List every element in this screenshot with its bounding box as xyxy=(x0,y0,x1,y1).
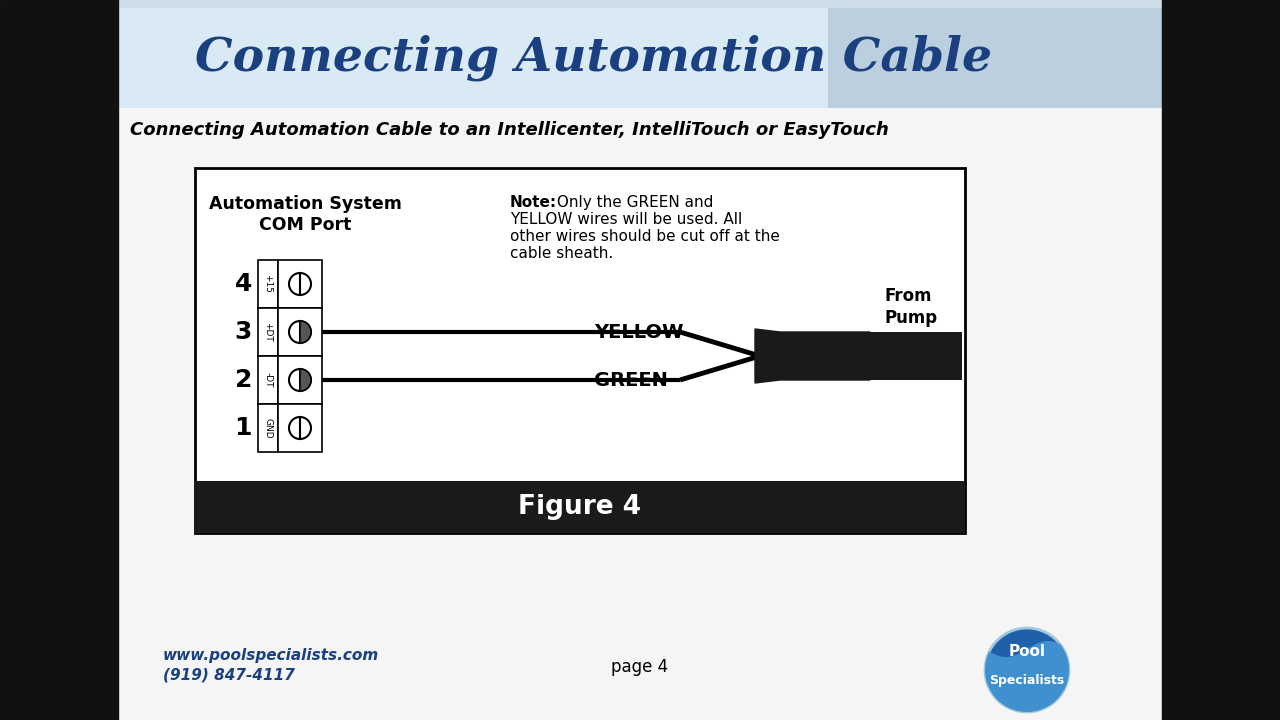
Text: 3: 3 xyxy=(234,320,252,344)
Bar xyxy=(0,0,118,720)
Text: other wires should be cut off at the: other wires should be cut off at the xyxy=(509,229,780,244)
Text: YELLOW: YELLOW xyxy=(594,323,684,341)
Bar xyxy=(118,0,828,108)
Bar xyxy=(278,404,323,452)
Text: -DT: -DT xyxy=(264,372,273,388)
Bar xyxy=(278,308,323,356)
Text: GND: GND xyxy=(264,418,273,438)
Wedge shape xyxy=(300,369,311,391)
Text: 2: 2 xyxy=(234,368,252,392)
Text: Pool: Pool xyxy=(1009,644,1046,659)
Text: Note:: Note: xyxy=(509,195,557,210)
Text: www.poolspecialists.com: www.poolspecialists.com xyxy=(163,648,379,663)
Bar xyxy=(118,108,1162,720)
Text: Only the GREEN and: Only the GREEN and xyxy=(552,195,713,210)
Bar xyxy=(278,356,323,404)
Text: Connecting Automation Cable to an Intellicenter, IntelliTouch or EasyTouch: Connecting Automation Cable to an Intell… xyxy=(131,121,888,139)
Bar xyxy=(118,0,1162,8)
Text: Automation System
COM Port: Automation System COM Port xyxy=(209,195,402,234)
Wedge shape xyxy=(300,321,311,343)
Bar xyxy=(195,168,965,533)
Polygon shape xyxy=(986,641,1069,712)
Text: YELLOW wires will be used. All: YELLOW wires will be used. All xyxy=(509,212,742,227)
Circle shape xyxy=(289,369,311,391)
Text: 4: 4 xyxy=(234,272,252,296)
Circle shape xyxy=(289,273,311,295)
Text: Specialists: Specialists xyxy=(989,674,1065,687)
Text: Figure 4: Figure 4 xyxy=(518,494,641,520)
Text: +15: +15 xyxy=(264,274,273,294)
Text: 1: 1 xyxy=(234,416,252,440)
Bar xyxy=(259,260,278,308)
Circle shape xyxy=(986,628,1069,712)
Text: +DT: +DT xyxy=(264,322,273,342)
Text: cable sheath.: cable sheath. xyxy=(509,246,613,261)
Bar xyxy=(278,260,323,308)
Bar xyxy=(259,404,278,452)
Text: page 4: page 4 xyxy=(612,658,668,676)
Circle shape xyxy=(289,417,311,439)
Bar xyxy=(259,356,278,404)
Polygon shape xyxy=(755,329,870,383)
Text: Connecting Automation Cable: Connecting Automation Cable xyxy=(195,35,992,81)
Bar xyxy=(259,308,278,356)
Circle shape xyxy=(289,321,311,343)
Bar xyxy=(195,481,965,533)
Bar xyxy=(1162,0,1280,720)
Bar xyxy=(118,0,1162,108)
Text: (919) 847-4117: (919) 847-4117 xyxy=(163,667,294,682)
Text: GREEN: GREEN xyxy=(594,371,668,390)
Text: From
Pump: From Pump xyxy=(884,287,938,327)
Bar xyxy=(870,332,963,380)
